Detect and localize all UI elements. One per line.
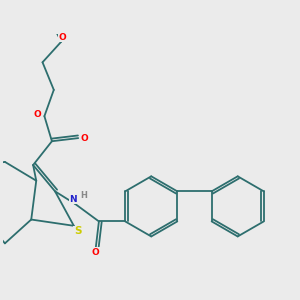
- Text: N: N: [69, 195, 77, 204]
- Text: O: O: [59, 33, 66, 42]
- Text: S: S: [74, 226, 81, 236]
- Text: O: O: [33, 110, 41, 119]
- Text: H: H: [80, 190, 87, 200]
- Text: O: O: [92, 248, 100, 256]
- Text: O: O: [81, 134, 88, 142]
